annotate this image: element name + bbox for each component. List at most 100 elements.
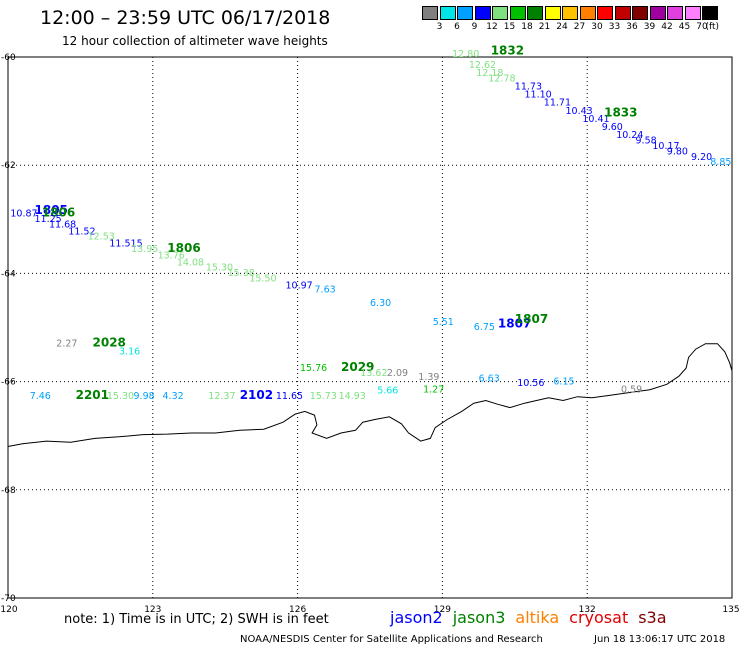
coastline (7, 343, 733, 447)
wave-height-label: 15.38 (228, 268, 255, 279)
scale-swatch (632, 6, 648, 20)
pass-time-label: 2028 (93, 335, 126, 349)
wave-height-label: 10.41 (582, 114, 609, 125)
scale-label: 24 (556, 22, 568, 32)
wave-height-label: 15.30 (107, 391, 134, 402)
pass-time-label: 1806 (167, 241, 200, 255)
scale-swatch (597, 6, 613, 20)
lat-tick-label: -64 (1, 269, 16, 279)
wave-height-label: 10.24 (616, 130, 643, 141)
pass-time-label: 1807 (498, 317, 531, 331)
wave-height-label: 2.27 (56, 338, 77, 349)
scale-label: 12 (486, 22, 498, 32)
wave-height-label: 13.95 (131, 244, 158, 255)
page-subtitle: 12 hour collection of altimeter wave hei… (62, 34, 328, 48)
scale-label: 36 (626, 22, 638, 32)
wave-height-label: 9.80 (667, 146, 688, 157)
wave-height-label: 5.51 (433, 317, 454, 328)
scale-label: 42 (661, 22, 673, 32)
lon-tick-label: 132 (579, 605, 596, 615)
scale-swatch (422, 6, 438, 20)
wave-height-label: 9.98 (134, 391, 155, 402)
wave-height-label: 15.73 (310, 391, 337, 402)
pass-time-label: 2102 (240, 388, 273, 402)
lat-tick-label: -66 (1, 378, 16, 388)
wave-height-label: 1.39 (418, 372, 439, 383)
wave-height-label: 15.30 (206, 263, 233, 274)
scale-swatch (579, 6, 596, 20)
scale-swatch (614, 6, 631, 20)
lat-tick-label: -70 (1, 594, 16, 604)
satellite-label: jason2 (390, 608, 443, 627)
lat-tick-label: -60 (1, 53, 16, 63)
wave-height-label: 10.17 (652, 141, 679, 152)
map-frame (7, 56, 733, 599)
scale-swatch (474, 6, 491, 20)
scale-swatch (509, 6, 526, 20)
wave-height-label: 3.16 (119, 347, 140, 358)
lon-tick-label: 126 (289, 605, 306, 615)
footer-note: note: 1) Time is in UTC; 2) SWH is in fe… (64, 612, 329, 627)
lat-tick-label: -68 (1, 486, 16, 496)
wave-height-label: 11.52 (68, 226, 95, 237)
pass-time-label: 1805 (35, 203, 68, 217)
pass-time-label: 1833 (604, 106, 637, 120)
lon-tick-label: 123 (144, 605, 161, 615)
wave-height-label: 9.20 (691, 152, 712, 163)
lon-tick-label: 129 (434, 605, 451, 615)
satellite-label: jason3 (452, 608, 506, 627)
wave-height-label: 15.76 (300, 363, 327, 374)
wave-height-label: 12.18 (476, 68, 503, 79)
scale-label: 27 (573, 22, 586, 32)
wave-height-label: 11.25 (35, 214, 62, 225)
scale-label: 9 (471, 22, 478, 32)
wave-height-label: 6.63 (479, 374, 500, 385)
scale-label: 18 (521, 22, 533, 32)
scale-swatch (684, 6, 701, 20)
wave-height-label: 0.59 (621, 384, 642, 395)
scale-label: 21 (538, 22, 551, 32)
satellite-label: s3a (638, 608, 667, 627)
wave-height-label: 9.58 (636, 136, 657, 147)
wave-height-label: 2.09 (387, 368, 408, 379)
scale-swatch (439, 6, 456, 20)
wave-height-label: 6.15 (553, 376, 574, 387)
scale-label: 33 (608, 22, 621, 32)
wave-height-label: 11.65 (276, 391, 303, 402)
wave-height-label: 6.30 (370, 298, 391, 309)
scale-swatch (457, 6, 473, 20)
pass-time-label: 2201 (76, 388, 109, 402)
wave-height-label: 12.62 (469, 60, 496, 71)
page-title: 12:00 – 23:59 UTC 06/17/2018 (40, 7, 331, 29)
wave-height-label: 14.08 (177, 257, 204, 268)
wave-height-label: 12.53 (88, 231, 115, 242)
scale-swatch (667, 6, 683, 20)
pass-time-label: 1806 (42, 206, 75, 220)
wave-height-label: 1.27 (423, 384, 444, 395)
scale-label: 45 (678, 22, 691, 32)
wave-height-label: 11.73 (515, 82, 542, 93)
wave-height-label: 13.76 (158, 250, 185, 261)
wave-height-label: 12.78 (488, 73, 515, 84)
credit-text: NOAA/NESDIS Center for Satellite Applica… (240, 634, 543, 645)
scale-label: 6 (454, 22, 460, 32)
wave-height-label: 6.75 (474, 322, 495, 333)
scale-swatch (649, 6, 666, 20)
wave-height-label: 14.93 (339, 391, 366, 402)
wave-height-label: 11.68 (49, 219, 76, 230)
scale-swatch (562, 6, 578, 20)
scale-label: 39 (643, 22, 656, 32)
scale-label: 3 (436, 22, 443, 32)
footer-credit: NOAA/NESDIS Center for Satellite Applica… (240, 634, 740, 645)
pass-time-label: 1807 (515, 312, 548, 326)
scale-label: 15 (503, 22, 516, 32)
satellite-label: cryosat (569, 608, 629, 627)
wave-height-label: 11.515 (109, 238, 142, 249)
wave-height-label: 11.10 (525, 90, 552, 101)
wave-height-label: 12.37 (208, 391, 235, 402)
wave-height-label: 10.56 (517, 378, 544, 389)
wave-height-label: 10.43 (566, 106, 593, 117)
scale-label: 30 (591, 22, 603, 32)
satellite-legend: jason2 jason3 altika cryosat s3a (390, 608, 677, 627)
